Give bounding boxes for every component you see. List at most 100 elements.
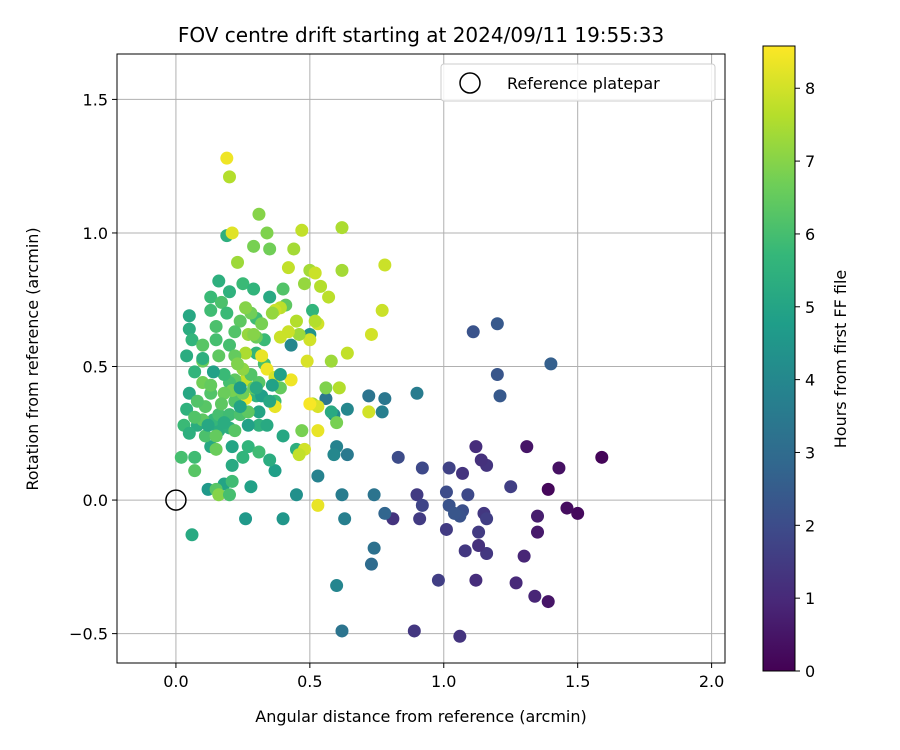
scatter-point (308, 314, 322, 328)
scatter-point (595, 450, 609, 464)
scatter-point (209, 442, 223, 456)
scatter-point (263, 394, 277, 408)
scatter-point (212, 274, 226, 288)
scatter-point (174, 450, 188, 464)
x-tick-label: 2.0 (699, 672, 724, 691)
scatter-point (322, 290, 336, 304)
scatter-point (520, 440, 534, 454)
scatter-point (311, 498, 325, 512)
scatter-point (244, 480, 258, 494)
colorbar-tick-label: 2 (805, 516, 815, 535)
scatter-point (239, 346, 253, 360)
scatter-point (241, 418, 255, 432)
colorbar-tick-label: 1 (805, 589, 815, 608)
scatter-point (560, 501, 574, 515)
scatter-point (415, 498, 429, 512)
scatter-point (391, 450, 405, 464)
y-axis-ticks: −0.5 0.0 0.5 1.0 1.5 (69, 90, 117, 644)
scatter-point (260, 226, 274, 240)
scatter-point (233, 400, 247, 414)
scatter-point (340, 346, 354, 360)
x-tick-label: 0.5 (297, 672, 322, 691)
scatter-point (340, 448, 354, 462)
scatter-point (190, 394, 204, 408)
scatter-point (185, 333, 199, 347)
scatter-point (209, 319, 223, 333)
scatter-point (236, 450, 250, 464)
scatter-point (239, 301, 253, 315)
scatter-point (504, 480, 518, 494)
scatter-point (225, 226, 239, 240)
scatter-point (247, 282, 261, 296)
scatter-point (338, 512, 352, 526)
scatter-point (439, 485, 453, 499)
scatter-point (236, 277, 250, 291)
scatter-point (263, 453, 277, 467)
scatter-point (319, 392, 333, 406)
scatter-point (220, 151, 234, 165)
scatter-point (182, 426, 196, 440)
x-tick-label: 1.5 (565, 672, 590, 691)
plot-frame (116, 53, 726, 664)
colorbar-tick-label: 3 (805, 443, 815, 462)
scatter-point (252, 445, 266, 459)
scatter-point (220, 306, 234, 320)
x-axis-ticks: 0.0 0.5 1.0 1.5 2.0 (163, 663, 724, 691)
legend: Reference platepar (440, 63, 716, 102)
scatter-point (327, 448, 341, 462)
scatter-point (292, 327, 306, 341)
scatter-point (410, 386, 424, 400)
scatter-point (442, 461, 456, 475)
scatter-point (469, 573, 483, 587)
colorbar-frame (762, 45, 796, 672)
reference-point (165, 489, 187, 511)
scatter-point (378, 506, 392, 520)
scatter-points (174, 151, 609, 643)
scatter-point (185, 528, 199, 542)
colorbar: 0 1 2 3 4 5 6 7 8 Hours from first FF file (762, 45, 850, 681)
scatter-point (228, 325, 242, 339)
y-tick-label: 0.0 (83, 491, 108, 510)
scatter-point (340, 402, 354, 416)
scatter-point (225, 458, 239, 472)
scatter-point (362, 405, 376, 419)
scatter-point (222, 170, 236, 184)
scatter-point (217, 386, 231, 400)
scatter-point (289, 314, 303, 328)
scatter-point (364, 557, 378, 571)
scatter-point (225, 474, 239, 488)
scatter-point (413, 512, 427, 526)
scatter-point (300, 354, 314, 368)
scatter-point (273, 330, 287, 344)
scatter-point (375, 303, 389, 317)
scatter-point (571, 506, 585, 520)
scatter-point (263, 290, 277, 304)
scatter-point (204, 303, 218, 317)
scatter-point (308, 266, 322, 280)
scatter-point (335, 221, 349, 235)
scatter-point (222, 338, 236, 352)
scatter-point (439, 522, 453, 536)
scatter-point (466, 325, 480, 339)
scatter-point (490, 317, 504, 331)
scatter-point (201, 418, 215, 432)
colorbar-gradient (763, 46, 795, 671)
scatter-point (378, 258, 392, 272)
scatter-point (472, 525, 486, 539)
scatter-point (206, 365, 220, 379)
scatter-point (330, 416, 344, 430)
scatter-point (453, 629, 467, 643)
scatter-point (456, 466, 470, 480)
scatter-point (306, 303, 320, 317)
scatter-point (222, 285, 236, 299)
scatter-point (324, 354, 338, 368)
scatter-point (217, 416, 231, 430)
scatter-point (252, 405, 266, 419)
scatter-point (188, 464, 202, 478)
scatter-point (480, 546, 494, 560)
scatter-point (552, 461, 566, 475)
scatter-point (276, 282, 290, 296)
scatter-point (231, 255, 245, 269)
scatter-point (239, 512, 253, 526)
